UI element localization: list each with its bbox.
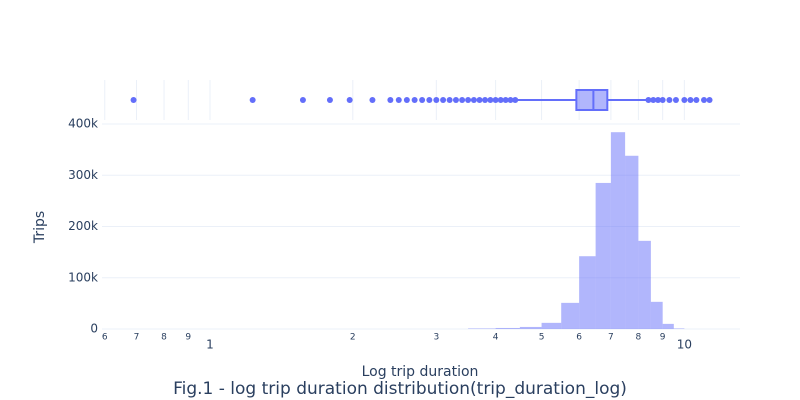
histogram-bar xyxy=(650,301,663,329)
box-outlier xyxy=(465,97,472,103)
x-tick-label: 1 xyxy=(206,338,214,352)
histogram-bar xyxy=(579,256,596,329)
box-outlier xyxy=(681,97,688,103)
box-outlier xyxy=(130,97,137,103)
histogram-bar xyxy=(541,322,562,329)
box-outlier xyxy=(249,97,256,103)
box-outlier xyxy=(299,97,306,103)
box-outlier xyxy=(655,97,662,103)
x-tick-label: 8 xyxy=(636,333,642,343)
histogram-bar xyxy=(495,327,520,329)
box-outlier xyxy=(706,97,713,103)
box-outlier xyxy=(440,97,447,103)
box-outlier xyxy=(476,97,483,103)
x-tick-label: 7 xyxy=(608,333,614,343)
box-outlier xyxy=(387,97,394,103)
box-outlier xyxy=(419,97,426,103)
histogram-bar xyxy=(519,326,542,329)
box-outlier xyxy=(369,97,376,103)
box-outlier xyxy=(411,97,418,103)
box-outlier xyxy=(497,97,504,103)
y-tick-label: 200k xyxy=(68,219,98,233)
histogram-bar xyxy=(595,182,611,329)
box-outlier xyxy=(403,97,410,103)
box-outlier xyxy=(645,97,652,103)
x-tick-label: 9 xyxy=(185,333,191,343)
x-tick-label: 5 xyxy=(539,333,545,343)
x-tick-label: 4 xyxy=(493,333,499,343)
box-outlier xyxy=(346,97,353,103)
box-outlier xyxy=(659,97,666,103)
box-outlier xyxy=(693,97,700,103)
y-tick-label: 100k xyxy=(68,270,98,284)
x-tick-label: 6 xyxy=(102,333,108,343)
box-outlier xyxy=(666,97,673,103)
histogram-bar xyxy=(625,155,639,329)
box-body xyxy=(575,89,609,111)
box-outlier xyxy=(395,97,402,103)
histogram-bar xyxy=(673,328,685,329)
box-outlier xyxy=(687,97,694,103)
box-outlier xyxy=(512,97,519,103)
box-outlier xyxy=(470,97,477,103)
box-outlier xyxy=(650,97,657,103)
box-outlier xyxy=(672,97,679,103)
box-outlier xyxy=(446,97,453,103)
x-tick-label: 3 xyxy=(433,333,439,343)
box-outlier xyxy=(459,97,466,103)
box-outlier xyxy=(326,97,333,103)
box-outlier xyxy=(482,97,489,103)
histogram-bar xyxy=(610,132,626,329)
box-outlier xyxy=(433,97,440,103)
box-outlier xyxy=(426,97,433,103)
y-axis-label: Trips xyxy=(32,211,48,244)
chart-title: Fig.1 - log trip duration distribution(t… xyxy=(173,379,627,399)
histogram-bar xyxy=(662,323,674,329)
x-tick-label: 8 xyxy=(161,333,167,343)
x-tick-label: 10 xyxy=(677,338,692,352)
histogram-bar xyxy=(561,302,580,329)
box-outlier xyxy=(452,97,459,103)
x-tick-label: 2 xyxy=(350,333,356,343)
histogram-bar xyxy=(638,240,651,329)
x-tick-label: 7 xyxy=(134,333,140,343)
x-tick-label: 9 xyxy=(660,333,666,343)
box-outlier xyxy=(701,97,708,103)
x-tick-label: 6 xyxy=(576,333,582,343)
box-outlier xyxy=(492,97,499,103)
y-tick-label: 0 xyxy=(90,322,98,336)
y-tick-label: 300k xyxy=(68,168,98,182)
x-axis-label: Log trip duration xyxy=(362,364,479,380)
histogram-bar xyxy=(468,328,496,329)
box-outlier xyxy=(487,97,494,103)
box-outlier xyxy=(502,97,509,103)
box-outlier xyxy=(507,97,514,103)
y-tick-label: 400k xyxy=(68,117,98,131)
